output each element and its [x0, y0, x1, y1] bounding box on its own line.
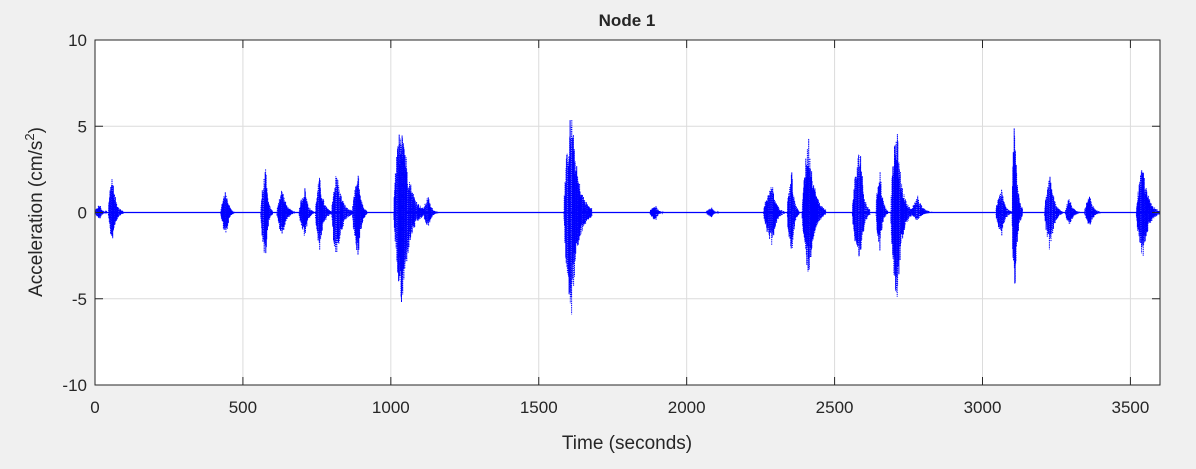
- y-tick-label: 5: [78, 117, 87, 136]
- y-tick-label: -10: [62, 376, 87, 395]
- signal-trace: [94, 119, 1161, 315]
- y-tick-label: 0: [78, 204, 87, 223]
- chart-title: Node 1: [599, 11, 656, 30]
- y-axis-label: Acceleration (cm/s2): [22, 127, 47, 297]
- y-tick-label: -5: [72, 290, 87, 309]
- x-tick-labels: 0 500 1000 1500 2000 2500 3000 3500: [90, 398, 1149, 417]
- x-tick-label: 0: [90, 398, 99, 417]
- x-tick-label: 3500: [1112, 398, 1150, 417]
- y-tick-label: 10: [68, 31, 87, 50]
- x-tick-label: 3000: [964, 398, 1002, 417]
- x-tick-label: 500: [229, 398, 257, 417]
- x-axis-label: Time (seconds): [562, 433, 692, 454]
- y-axis-label-sup: 2: [22, 133, 37, 140]
- x-tick-label: 2500: [816, 398, 854, 417]
- y-tick-labels: 10 5 0 -5 -10: [62, 31, 87, 395]
- x-tick-label: 1000: [372, 398, 410, 417]
- y-axis-label-main: Acceleration (cm/s: [26, 141, 47, 297]
- ticks: [94, 39, 1160, 386]
- y-axis-label-end: ): [26, 127, 47, 133]
- x-tick-label: 2000: [668, 398, 706, 417]
- x-tick-label: 1500: [520, 398, 558, 417]
